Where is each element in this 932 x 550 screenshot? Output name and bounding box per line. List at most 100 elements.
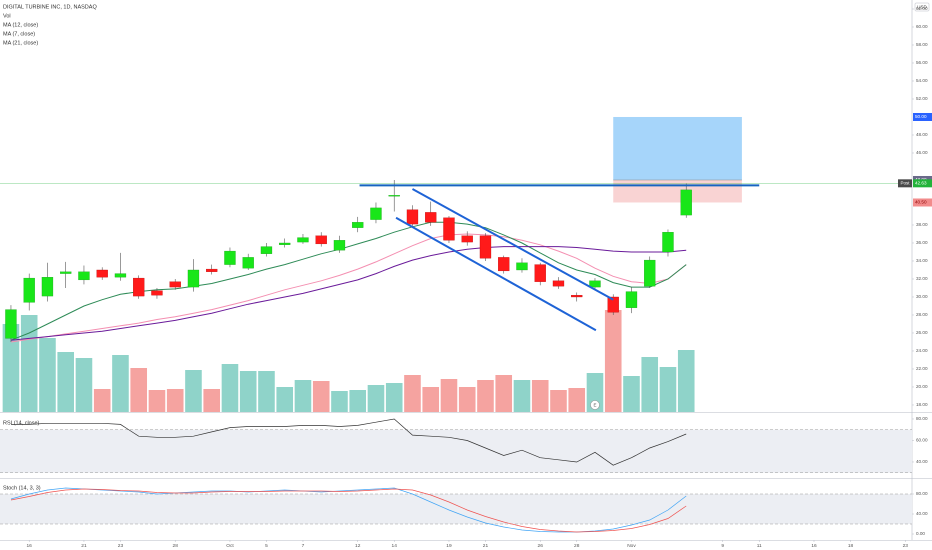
price-level-tag (913, 112, 932, 121)
y-tick-label: 34.00 (916, 258, 928, 263)
position-target-zone (613, 116, 742, 180)
volume-bar (495, 375, 513, 412)
candle-body (552, 280, 565, 287)
chart-title: DIGITAL TURBINE INC, 1D, NASDAQ (3, 4, 97, 10)
x-tick-label: 12 (355, 543, 361, 549)
candle-body (352, 222, 364, 228)
volume-bar (166, 389, 184, 412)
y-tick-label: 28.00 (916, 312, 928, 317)
y-tick-label: 32.00 (916, 276, 928, 281)
trendline (411, 188, 614, 301)
candle-body (479, 235, 492, 259)
candle-body (169, 281, 181, 288)
x-tick-label: Nov (627, 543, 636, 549)
candle-body (443, 217, 455, 241)
volume-bar (57, 352, 75, 412)
band (0, 494, 912, 524)
y-tick-label: 80.00 (916, 416, 928, 421)
candle-body (96, 269, 108, 278)
moving-average (10, 221, 687, 341)
volume-bar (331, 391, 348, 412)
moving-average (10, 233, 687, 343)
candle-body (133, 277, 145, 297)
x-tick-label: Oct (226, 543, 234, 549)
volume-bar (604, 310, 622, 412)
x-tick-label: 11 (757, 543, 762, 549)
band (0, 429, 912, 473)
x-tick-label: 23 (903, 543, 909, 549)
volume-bar (112, 355, 129, 412)
y-tick-label: 30.00 (916, 294, 928, 299)
x-tick-label: 5 (265, 543, 268, 549)
rsi-title: RSI (14, close) (3, 420, 40, 426)
volume-bar (148, 390, 166, 412)
y-tick-label: 22.00 (916, 366, 928, 371)
legend-ma: MA (12, close) (3, 22, 38, 28)
volume-bar (185, 370, 202, 412)
volume-bar (203, 389, 221, 412)
x-tick-label: 16 (27, 543, 33, 549)
price-level-tag (913, 198, 932, 207)
y-tick-label: 48.00 (916, 132, 928, 137)
volume-bar (623, 376, 640, 412)
currency-box[interactable] (914, 2, 930, 12)
volume-bar (440, 379, 458, 412)
volume-bar (312, 381, 330, 412)
y-tick-label: 18.00 (916, 402, 928, 407)
volume-bar (221, 364, 239, 412)
y-tick-label: 46.00 (916, 150, 928, 155)
volume-bar (659, 367, 677, 412)
candle-body (607, 296, 619, 313)
candle-body (662, 232, 674, 253)
volume-bar (367, 385, 385, 412)
legend-ma: MA (21, close) (3, 40, 38, 46)
candle-body (644, 259, 656, 287)
volume-bar (75, 358, 93, 412)
candle-body (206, 268, 218, 272)
y-tick-label: 62.00 (916, 6, 928, 11)
candle-body (224, 250, 236, 265)
candle-body (60, 271, 72, 274)
candle-body (680, 189, 692, 216)
volume-bar (586, 373, 604, 412)
candle-body (151, 290, 163, 296)
volume-bar (477, 380, 494, 412)
candle-body (242, 257, 254, 269)
y-tick-label: 40.00 (916, 511, 928, 516)
volume-bar (239, 371, 257, 412)
x-tick-label: 28 (574, 543, 580, 549)
volume-bar (258, 371, 275, 412)
candle-body (498, 257, 510, 272)
candle-body (370, 207, 382, 220)
session-tag (898, 179, 912, 188)
candle-body (187, 269, 200, 288)
volume-bar (2, 324, 20, 412)
moving-average (10, 246, 687, 341)
volume-bar (130, 368, 148, 412)
candle-body (388, 195, 400, 197)
legend-volume: Vol (3, 13, 11, 19)
x-tick-label: 28 (173, 543, 179, 549)
stoch-title: Stoch (14, 3, 3) (3, 485, 41, 491)
candle-body (78, 271, 90, 281)
candle-body (534, 264, 546, 282)
y-tick-label: 24.00 (916, 348, 928, 353)
candle-body (589, 280, 601, 288)
x-tick-label: 21 (483, 543, 489, 549)
indicator-line (11, 418, 687, 466)
volume-bar (641, 357, 659, 412)
volume-bar (93, 389, 111, 412)
price-level-tag (913, 179, 932, 188)
y-tick-label: 52.00 (916, 96, 928, 101)
event-marker (590, 400, 600, 410)
volume-bar (349, 390, 367, 412)
x-tick-label: 7 (302, 543, 305, 549)
session-label: Post (900, 181, 910, 186)
volume-bar (294, 380, 312, 412)
candle-body (461, 235, 473, 243)
x-tick-label: 23 (118, 543, 124, 549)
x-tick-label: 26 (538, 543, 544, 549)
volume-bar (531, 380, 549, 412)
candle-body (625, 291, 638, 308)
